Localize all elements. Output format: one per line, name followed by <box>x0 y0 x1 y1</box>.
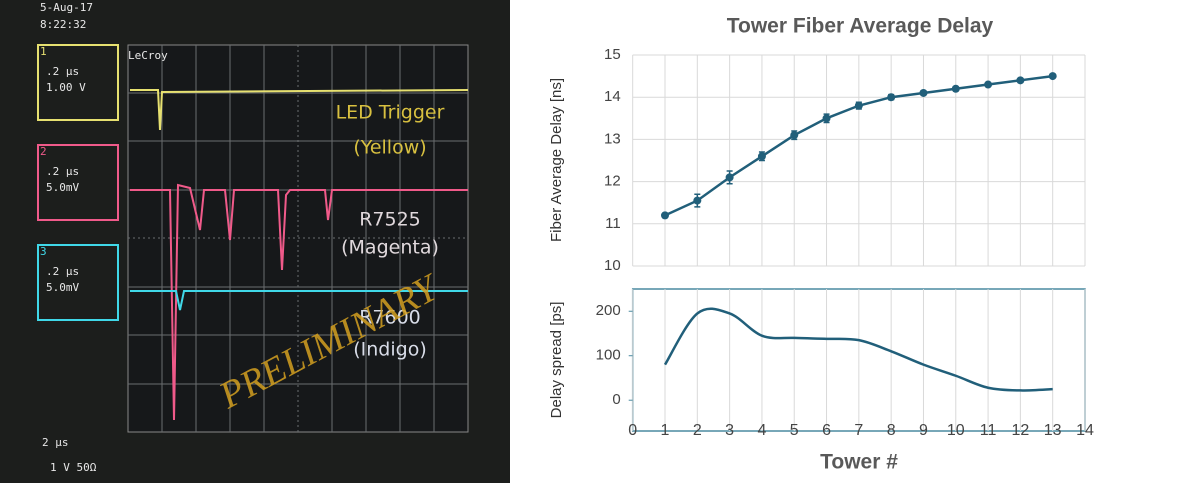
page: 5-Aug-17 8:22:32 LeCroy 1 .2 µs 1.00 V 2… <box>0 0 1188 488</box>
channel-timebase: .2 µs <box>46 265 79 278</box>
channel-scale: 5.0mV <box>46 181 79 194</box>
data-point <box>661 211 669 219</box>
data-point <box>790 131 798 139</box>
x-tick-label: 2 <box>693 422 702 439</box>
y-tick-label: 100 <box>596 347 621 364</box>
channel-timebase: .2 µs <box>46 65 79 78</box>
y-tick-label: 0 <box>612 391 620 408</box>
data-point <box>1016 76 1024 84</box>
scope-date: 5-Aug-17 <box>40 1 93 14</box>
x-tick-label: 13 <box>1044 422 1062 439</box>
channel-timebase: .2 µs <box>46 165 79 178</box>
data-point <box>726 173 734 181</box>
data-point <box>693 197 701 205</box>
channel-scale: 1.00 V <box>46 81 86 94</box>
scope-footer: 1 V 50Ω <box>50 461 97 474</box>
trace-label: (Yellow) <box>353 137 426 159</box>
y-tick-label: 13 <box>604 130 621 147</box>
y-tick-label: 12 <box>604 173 621 190</box>
scope-brand: LeCroy <box>128 49 168 62</box>
data-point <box>1049 72 1057 80</box>
scope-time: 8:22:32 <box>40 18 86 31</box>
y-axis-label: Fiber Average Delay [ns] <box>548 78 565 242</box>
x-tick-label: 12 <box>1011 422 1029 439</box>
y-tick-label: 15 <box>604 46 621 63</box>
channel-number: 3 <box>40 245 47 258</box>
data-point <box>758 152 766 160</box>
channel-number: 1 <box>40 45 47 58</box>
channel-scale: 5.0mV <box>46 281 79 294</box>
trace-label: (Magenta) <box>341 237 439 259</box>
trace-label: R7525 <box>359 209 421 231</box>
y-tick-label: 14 <box>604 88 621 105</box>
x-tick-label: 14 <box>1076 422 1094 439</box>
scope-timebase: 2 µs <box>42 436 69 449</box>
x-tick-label: 8 <box>887 422 896 439</box>
data-point <box>887 93 895 101</box>
y-tick-label: 200 <box>596 302 621 319</box>
x-tick-label: 1 <box>661 422 670 439</box>
y-tick-label: 10 <box>604 257 621 274</box>
data-point <box>919 89 927 97</box>
x-tick-label: 4 <box>757 422 766 439</box>
channel-number: 2 <box>40 145 47 158</box>
x-tick-label: 0 <box>628 422 637 439</box>
y-tick-label: 11 <box>605 215 621 232</box>
x-tick-label: 6 <box>822 422 831 439</box>
x-tick-label: 11 <box>980 422 997 439</box>
x-tick-label: 9 <box>919 422 928 439</box>
chart-title: Tower Fiber Average Delay <box>727 15 994 38</box>
x-tick-label: 5 <box>790 422 799 439</box>
y-axis-label: Delay spread [ps] <box>548 302 565 419</box>
trace-label: LED Trigger <box>336 102 445 124</box>
data-point <box>952 85 960 93</box>
x-tick-label: 7 <box>854 422 863 439</box>
data-point <box>984 81 992 89</box>
data-point <box>855 102 863 110</box>
oscilloscope-photo: 5-Aug-17 8:22:32 LeCroy 1 .2 µs 1.00 V 2… <box>0 0 510 483</box>
figure: 5-Aug-17 8:22:32 LeCroy 1 .2 µs 1.00 V 2… <box>0 0 1188 483</box>
x-tick-label: 3 <box>725 422 734 439</box>
x-axis-label: Tower # <box>820 451 898 474</box>
x-tick-label: 10 <box>947 422 965 439</box>
data-point <box>823 114 831 122</box>
